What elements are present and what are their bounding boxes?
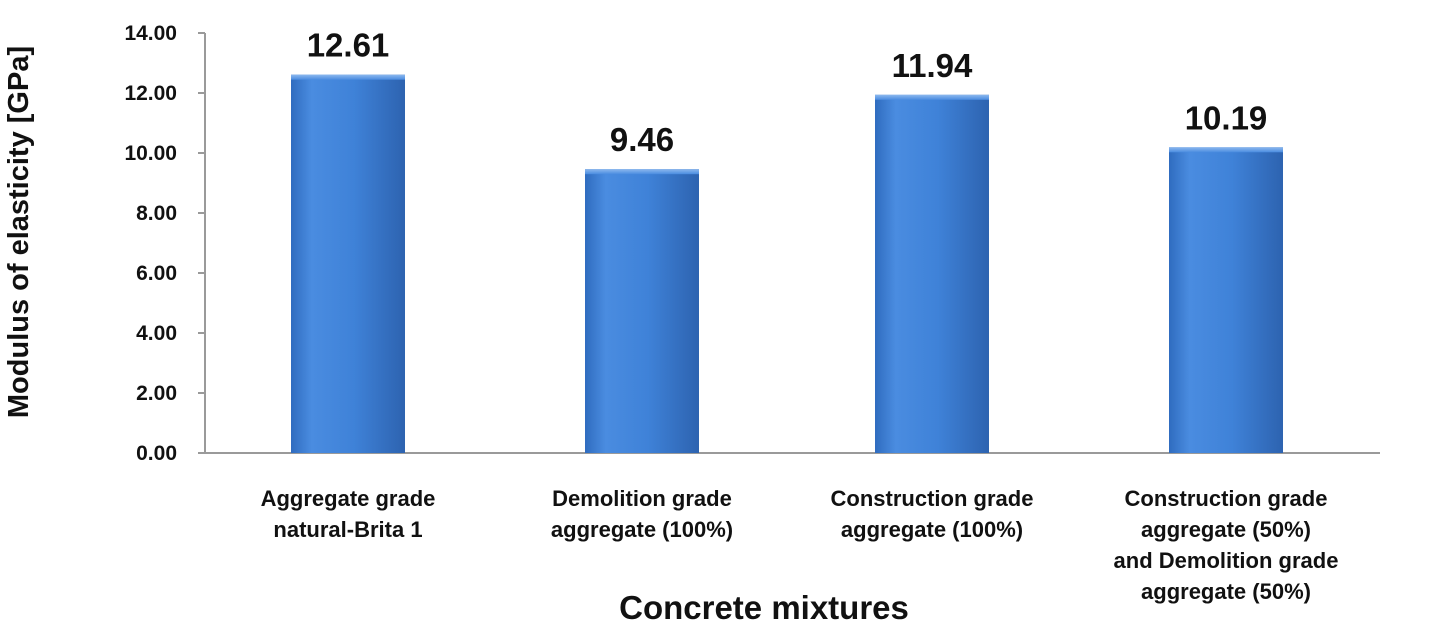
bar [1169,147,1283,454]
bar-top-highlight [1169,147,1283,153]
x-axis-title: Concrete mixtures [619,589,909,624]
bar-body [291,74,405,453]
category-label-line: and Demolition grade [1114,548,1339,573]
y-tick-label: 0.00 [136,442,177,465]
bar-top-highlight [875,94,989,100]
bar [291,74,405,453]
category-label-line: natural-Brita 1 [273,517,422,542]
category-label-line: Aggregate grade [261,486,436,511]
y-tick-label: 2.00 [136,382,177,405]
y-tick-label: 8.00 [136,202,177,225]
bar-body [585,169,699,453]
category-label-line: aggregate (50%) [1141,579,1311,604]
value-label: 9.46 [610,121,674,158]
category-label-line: Construction grade [831,486,1034,511]
y-tick-label: 14.00 [124,22,177,45]
y-axis-title-group: Modulus of elasticity [GPa] [3,46,35,418]
y-tick-label: 6.00 [136,262,177,285]
value-label: 11.94 [892,47,973,84]
bar-body [1169,147,1283,454]
y-axis-ticks: 0.00 2.00 4.00 6.00 8.00 10.00 12.00 14.00 [124,22,205,465]
category-labels-group: Aggregate grade natural-Brita 1 Demolition… [261,486,1339,604]
bar-body [875,94,989,454]
value-label: 12.61 [307,27,390,64]
category-label-line: Construction grade [1125,486,1328,511]
bar-top-highlight [585,169,699,175]
y-axis-title: Modulus of elasticity [GPa] [3,46,35,418]
category-label-line: aggregate (50%) [1141,517,1311,542]
category-label-line: aggregate (100%) [841,517,1023,542]
value-labels-group: 12.61 9.46 11.94 10.19 [307,27,1268,158]
value-label: 10.19 [1185,99,1268,136]
y-tick-label: 4.00 [136,322,177,345]
bar-top-highlight [291,74,405,80]
bars-group [291,74,1283,454]
y-tick-label: 10.00 [124,142,177,165]
bar [585,169,699,453]
bar [875,94,989,454]
y-tick-label: 12.00 [124,82,177,105]
category-label-line: Demolition grade [552,486,732,511]
category-label-line: aggregate (100%) [551,517,733,542]
